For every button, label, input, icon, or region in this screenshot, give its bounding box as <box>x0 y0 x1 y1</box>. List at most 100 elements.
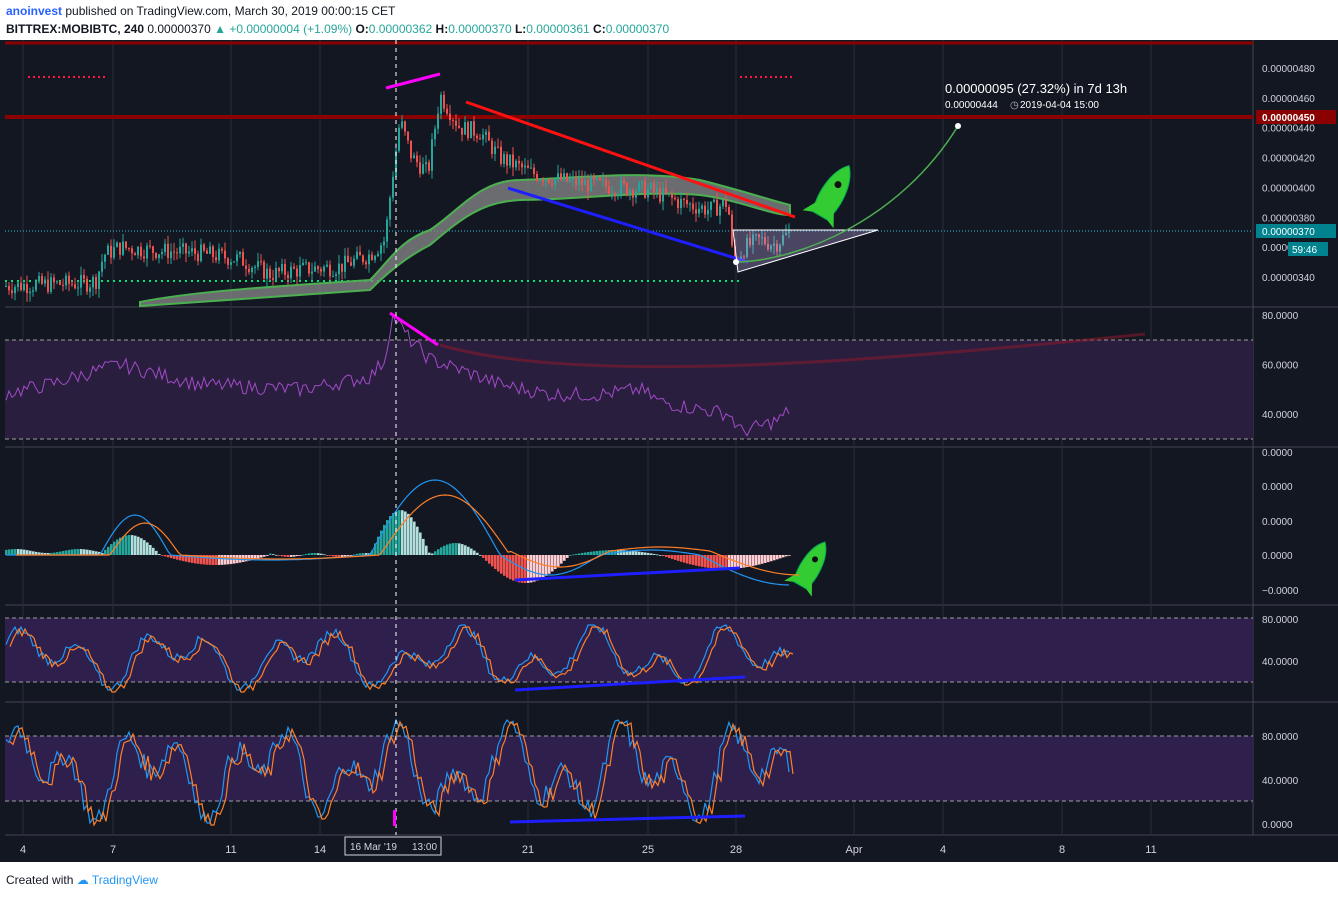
candle-body <box>779 244 781 252</box>
macd-bar <box>128 535 131 555</box>
candle-body <box>764 237 766 244</box>
macd-bar <box>353 554 356 556</box>
candle-body <box>158 254 160 259</box>
candle-body <box>359 251 361 256</box>
rocket-icon-price <box>802 164 851 229</box>
macd-bar <box>563 555 566 561</box>
macd-bar <box>287 555 290 557</box>
candle-body <box>281 264 283 272</box>
candle-body <box>695 209 697 214</box>
stoch-rsi-band-fill <box>5 618 1253 682</box>
macd-bar <box>623 550 626 555</box>
macd-bar <box>704 555 707 568</box>
candle-body <box>488 131 490 141</box>
macd-bar <box>476 552 479 555</box>
macd-bar <box>137 536 140 555</box>
macd-bar <box>689 555 692 565</box>
projection-curve[interactable] <box>737 125 959 263</box>
candle-body <box>29 291 31 294</box>
macd-bar <box>323 554 326 556</box>
macd-bar <box>653 553 656 555</box>
macd-bar <box>38 552 41 555</box>
blue-trendline-stoch-rsi[interactable] <box>514 675 746 692</box>
macd-bar <box>569 555 572 556</box>
candle-body <box>137 246 139 256</box>
candle-body <box>494 146 496 155</box>
macd-bar <box>551 555 554 572</box>
candle-body <box>386 219 388 242</box>
pink-trendline-price[interactable] <box>385 72 441 90</box>
macd-bar <box>200 555 203 565</box>
candle-body <box>671 193 673 198</box>
candle-body <box>224 250 226 259</box>
author-name[interactable]: anoinvest <box>6 4 63 18</box>
triangle-pattern[interactable] <box>732 229 879 273</box>
time-axis[interactable]: 4 7 11 14 21 25 28 Apr 4 8 11 <box>20 844 1157 856</box>
candle-body <box>344 255 346 272</box>
candle-body <box>320 268 322 272</box>
candle-body <box>260 261 262 263</box>
indicator-axes[interactable]: 80.0000 60.0000 40.0000 0.0000 0.0000 0.0000 0… <box>1262 311 1299 831</box>
cloud-logo-icon[interactable]: ☁ <box>76 873 89 887</box>
candle-body <box>290 266 292 279</box>
candle-body <box>293 266 295 269</box>
candle-body <box>176 252 178 254</box>
candle-body <box>38 275 40 282</box>
blue-trendline-stoch[interactable] <box>509 814 746 824</box>
macd-bar <box>416 526 419 555</box>
candle-body <box>458 125 460 128</box>
footer: Created with ☁ TradingView <box>6 873 158 887</box>
candle-body <box>530 167 532 169</box>
candle-body <box>398 127 400 151</box>
candle-body <box>251 267 253 273</box>
red-descending-trendline[interactable] <box>465 100 796 219</box>
candle-body <box>11 290 13 294</box>
price-tick-label: 0.00000400 <box>1262 183 1315 194</box>
macd-bar <box>209 555 212 565</box>
rocket-icon-macd <box>784 541 827 597</box>
candle-body <box>734 245 736 259</box>
created-with-text: Created with <box>6 873 74 887</box>
macd-bar <box>668 555 671 559</box>
macd-bar <box>182 555 185 562</box>
blue-trendline-macd[interactable] <box>514 566 741 582</box>
candle-body <box>515 160 517 168</box>
chart-canvas[interactable]: 0.00000095 (27.32%) in 7d 13h 0.00000444… <box>0 40 1338 862</box>
macd-bar <box>326 555 329 556</box>
candle-body <box>179 246 181 254</box>
low-value: 0.00000361 <box>526 22 590 36</box>
candle-body <box>23 284 25 291</box>
pink-trendline-rsi[interactable] <box>389 311 439 347</box>
macd-bar <box>62 550 65 555</box>
candle-body <box>605 179 607 187</box>
projection-target-point[interactable] <box>955 123 961 129</box>
candle-body <box>284 264 286 275</box>
macd-bar <box>392 512 395 555</box>
candle-body <box>755 234 757 236</box>
candle-body <box>404 121 406 132</box>
candle-body <box>476 135 478 139</box>
indicator-tick-label: 80.0000 <box>1262 311 1299 322</box>
candle-body <box>47 279 49 292</box>
macd-bar <box>737 555 740 569</box>
candle-body <box>578 178 580 185</box>
candle-body <box>482 134 484 140</box>
candle-body <box>17 282 19 288</box>
macd-bar <box>317 553 320 555</box>
macd-bar <box>98 551 101 555</box>
candle-body <box>527 165 529 169</box>
crosshair-marker <box>393 810 396 826</box>
candle-body <box>155 252 157 259</box>
countdown-tag <box>1288 242 1328 256</box>
brand-link[interactable]: TradingView <box>91 873 158 887</box>
macd-bar <box>692 555 695 566</box>
blue-descending-trendline[interactable] <box>507 186 749 264</box>
macd-bar <box>53 552 56 555</box>
macd-bar <box>452 543 455 555</box>
macd-bar <box>164 555 167 557</box>
projection-start-point <box>733 259 739 265</box>
low-label: L: <box>514 22 527 36</box>
macd-bar <box>116 539 119 555</box>
macd-bar <box>329 555 332 556</box>
ohlc-header: BITTREX:MOBIBTC, 240 0.00000370 ▲ +0.000… <box>6 22 669 36</box>
